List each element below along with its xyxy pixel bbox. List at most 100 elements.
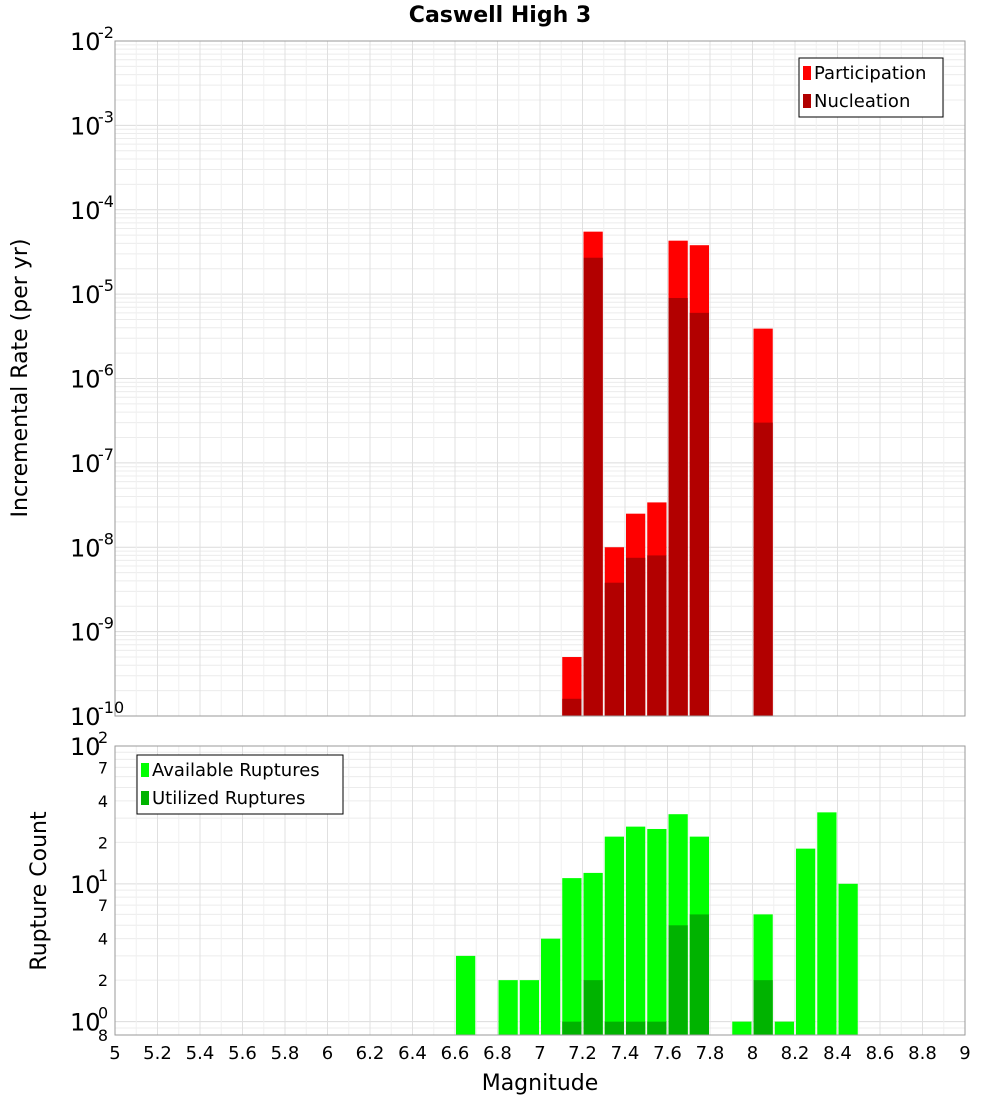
chart-title: Caswell High 3 bbox=[409, 3, 591, 28]
y-tick-exponent: 2 bbox=[98, 728, 108, 747]
legend-label: Participation bbox=[814, 63, 926, 84]
available-ruptures-bar bbox=[456, 955, 476, 1035]
y-tick-label: 4 bbox=[98, 792, 108, 811]
x-tick-label: 8.6 bbox=[866, 1043, 895, 1064]
y-tick-label: 10 bbox=[70, 534, 101, 562]
y-tick-label: 10 bbox=[70, 28, 101, 56]
utilized-ruptures-bar bbox=[562, 1021, 582, 1035]
y-tick-label: 10 bbox=[70, 1009, 101, 1037]
legend-swatch bbox=[803, 94, 811, 108]
y-tick-exponent: 0 bbox=[98, 1004, 108, 1023]
utilized-ruptures-bar bbox=[753, 980, 773, 1035]
nucleation-bar bbox=[753, 422, 773, 716]
available-ruptures-bar bbox=[626, 826, 646, 1035]
y-tick-label: 8 bbox=[98, 1026, 108, 1045]
x-tick-label: 9 bbox=[959, 1043, 970, 1064]
y-tick-label: 10 bbox=[70, 871, 101, 899]
x-tick-label: 5 bbox=[109, 1043, 120, 1064]
legend-box bbox=[136, 754, 344, 815]
y-tick-label: 10 bbox=[70, 733, 101, 761]
available-ruptures-bar bbox=[647, 828, 667, 1035]
x-tick-label: 8.4 bbox=[823, 1043, 852, 1064]
available-ruptures-bar bbox=[817, 812, 837, 1035]
y-tick-exponent: -4 bbox=[98, 192, 114, 211]
y-tick-exponent: -8 bbox=[98, 529, 114, 548]
available-ruptures-bar bbox=[732, 1021, 752, 1035]
y-tick-exponent: -6 bbox=[98, 361, 114, 380]
x-tick-label: 7.8 bbox=[696, 1043, 725, 1064]
nucleation-bar bbox=[583, 257, 603, 716]
nucleation-bar bbox=[562, 698, 582, 716]
x-tick-label: 7.2 bbox=[568, 1043, 597, 1064]
bottom-plot-bars bbox=[456, 812, 858, 1035]
x-axis-ticks: 5 5.2 5.4 5.6 5.8 6 6.2 6.4 6.6 6.8 7 7.2 7.4 7.6 7.8 8… bbox=[109, 1043, 970, 1064]
x-tick-label: 6 bbox=[322, 1043, 333, 1064]
y-tick-exponent: -10 bbox=[98, 698, 124, 717]
y-tick-exponent: -3 bbox=[98, 107, 114, 126]
utilized-ruptures-bar bbox=[583, 980, 603, 1035]
top-y-axis-label: Incremental Rate (per yr) bbox=[8, 239, 33, 518]
top-plot-frame bbox=[114, 40, 966, 717]
available-ruptures-bar bbox=[796, 848, 816, 1035]
nucleation-bar bbox=[689, 312, 709, 716]
top-legend: Participation Nucleation bbox=[798, 57, 944, 118]
utilized-ruptures-bar bbox=[668, 925, 688, 1035]
x-tick-label: 7.6 bbox=[653, 1043, 682, 1064]
top-plot-grid bbox=[114, 41, 966, 717]
bottom-plot-frame bbox=[114, 745, 966, 1036]
legend-swatch bbox=[803, 66, 811, 80]
y-tick-label: 2 bbox=[98, 833, 108, 852]
nucleation-bar bbox=[647, 555, 667, 716]
x-tick-label: 6.8 bbox=[483, 1043, 512, 1064]
legend-label: Utilized Ruptures bbox=[152, 788, 305, 809]
available-ruptures-bar bbox=[774, 1021, 794, 1035]
nucleation-bar bbox=[626, 557, 646, 716]
legend-swatch bbox=[141, 763, 149, 777]
x-tick-label: 8.2 bbox=[781, 1043, 810, 1064]
nucleation-bar bbox=[604, 582, 624, 716]
y-tick-label: 7 bbox=[98, 896, 108, 915]
top-y-axis-ticks: 10-210-310-410-510-610-710-810-910-10 bbox=[70, 23, 124, 731]
x-tick-label: 5.8 bbox=[271, 1043, 300, 1064]
y-tick-label: 10 bbox=[70, 703, 101, 731]
top-plot-bars bbox=[562, 231, 773, 717]
y-tick-label: 10 bbox=[70, 619, 101, 647]
utilized-ruptures-bar bbox=[689, 914, 709, 1035]
legend-label: Available Ruptures bbox=[152, 760, 320, 781]
y-tick-label: 2 bbox=[98, 971, 108, 990]
available-ruptures-bar bbox=[498, 980, 518, 1035]
y-tick-label: 4 bbox=[98, 930, 108, 949]
available-ruptures-bar bbox=[838, 883, 858, 1035]
y-tick-exponent: -7 bbox=[98, 445, 114, 464]
available-ruptures-bar bbox=[519, 980, 539, 1035]
bottom-legend: Available Ruptures Utilized Ruptures bbox=[136, 754, 344, 815]
y-tick-label: 10 bbox=[70, 281, 101, 309]
nucleation-bar bbox=[668, 297, 688, 716]
available-ruptures-bar bbox=[541, 938, 561, 1035]
y-tick-label: 7 bbox=[98, 758, 108, 777]
legend-swatch bbox=[141, 791, 149, 805]
utilized-ruptures-bar bbox=[647, 1021, 667, 1035]
x-tick-label: 5.6 bbox=[228, 1043, 257, 1064]
utilized-ruptures-bar bbox=[626, 1021, 646, 1035]
y-tick-label: 10 bbox=[70, 450, 101, 478]
x-tick-label: 7 bbox=[534, 1043, 545, 1064]
y-tick-label: 10 bbox=[70, 366, 101, 394]
available-ruptures-bar bbox=[562, 878, 582, 1035]
y-tick-exponent: -5 bbox=[98, 276, 114, 295]
y-tick-exponent: 1 bbox=[98, 866, 108, 885]
y-tick-exponent: -2 bbox=[98, 23, 114, 42]
x-axis-label: Magnitude bbox=[482, 1071, 599, 1096]
x-tick-label: 5.2 bbox=[143, 1043, 172, 1064]
utilized-ruptures-bar bbox=[604, 1021, 624, 1035]
available-ruptures-bar bbox=[604, 836, 624, 1035]
x-tick-label: 5.4 bbox=[186, 1043, 215, 1064]
y-tick-label: 10 bbox=[70, 197, 101, 225]
y-tick-label: 10 bbox=[70, 112, 101, 140]
x-tick-label: 8.8 bbox=[908, 1043, 937, 1064]
legend-box bbox=[798, 57, 944, 118]
x-tick-label: 6.4 bbox=[398, 1043, 427, 1064]
bottom-y-axis-label: Rupture Count bbox=[27, 811, 52, 971]
